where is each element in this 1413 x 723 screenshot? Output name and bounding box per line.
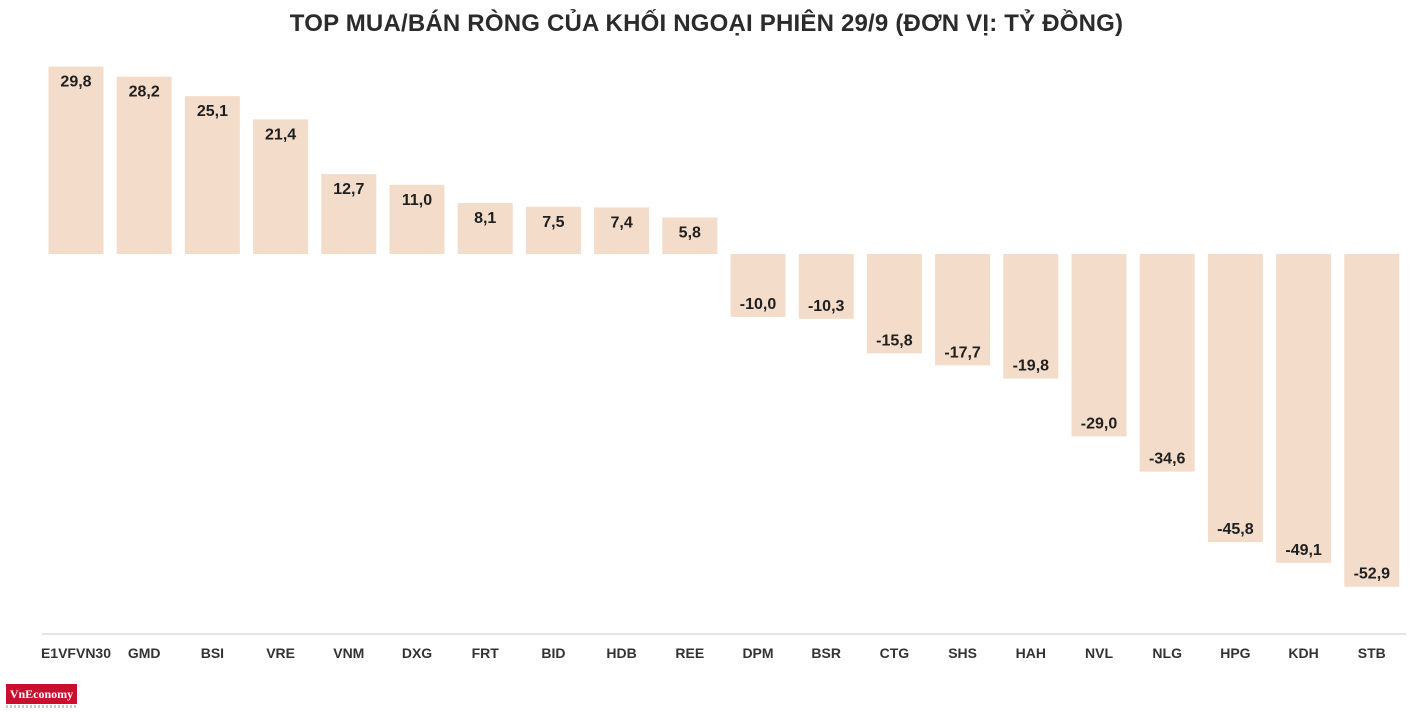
data-label: 11,0	[402, 192, 432, 209]
data-label: -45,8	[1217, 521, 1254, 538]
data-label: -10,0	[740, 296, 777, 313]
x-tick-label: NLG	[1152, 645, 1182, 661]
data-label: -29,0	[1081, 415, 1118, 432]
data-labels: 29,8 28,2 25,1 21,4 12,7 11,0 8,1 7,5 7,4 5,8 -10,…	[60, 74, 1390, 583]
data-label: 28,2	[129, 84, 160, 101]
data-label: 5,8	[679, 225, 701, 242]
x-tick-label: BSR	[811, 645, 841, 661]
x-tick-label: HDB	[606, 645, 636, 661]
tick-labels: E1VFVN30 GMD BSI VRE VNM DXG FRT BID HDB REE DPM BS…	[41, 645, 1386, 661]
x-tick-label: HPG	[1220, 645, 1250, 661]
bar-frt	[457, 203, 513, 254]
x-tick-label: VRE	[266, 645, 295, 661]
bars-layer	[48, 66, 1400, 587]
bar-gmd	[116, 76, 172, 254]
bar-e1vfvn30	[48, 66, 104, 254]
bar-bsi	[184, 96, 240, 254]
x-tick-label: SHS	[948, 645, 977, 661]
bar-kdh	[1276, 254, 1332, 563]
bar-hdb	[594, 207, 650, 254]
bar-dpm	[730, 254, 786, 317]
data-label: 7,5	[542, 214, 564, 231]
data-label: -34,6	[1149, 451, 1186, 468]
x-tick-label: REE	[675, 645, 704, 661]
bar-dxg	[389, 184, 445, 254]
bar-hah	[1003, 254, 1059, 379]
x-tick-label: KDH	[1288, 645, 1318, 661]
x-tick-label: NVL	[1085, 645, 1113, 661]
bar-vnm	[321, 174, 377, 254]
x-tick-label: VNM	[333, 645, 364, 661]
bar-bsr	[798, 254, 854, 319]
x-tick-label: HAH	[1016, 645, 1046, 661]
bar-vre	[253, 119, 309, 255]
data-label: 29,8	[60, 74, 91, 91]
x-tick-label: DXG	[402, 645, 432, 661]
data-label: 12,7	[333, 181, 364, 198]
x-tick-label: GMD	[128, 645, 161, 661]
chart-title: TOP MUA/BÁN RÒNG CỦA KHỐI NGOẠI PHIÊN 29…	[289, 10, 1124, 37]
bar-bid	[525, 206, 581, 254]
bar-hpg	[1207, 254, 1263, 543]
x-tick-label: BID	[541, 645, 565, 661]
x-tick-label: CTG	[880, 645, 910, 661]
x-tick-label: FRT	[472, 645, 500, 661]
data-label: -52,9	[1354, 566, 1391, 583]
data-label: -19,8	[1013, 358, 1050, 375]
data-label: -49,1	[1285, 542, 1322, 559]
data-label: -15,8	[876, 332, 913, 349]
vneconomy-logo: VnEconomy	[6, 684, 77, 704]
data-label: 25,1	[197, 103, 228, 120]
bar-stb	[1344, 254, 1400, 587]
x-tick-label: DPM	[742, 645, 773, 661]
x-tick-label: E1VFVN30	[41, 645, 111, 661]
x-tick-label: STB	[1358, 645, 1386, 661]
logo-underline	[6, 705, 77, 708]
data-label: 7,4	[610, 215, 632, 232]
bar-ctg	[866, 254, 922, 354]
bar-shs	[935, 254, 991, 366]
bar-nvl	[1071, 254, 1127, 437]
data-label: 8,1	[474, 210, 496, 227]
data-label: 21,4	[265, 126, 296, 143]
bar-nlg	[1139, 254, 1195, 472]
data-label: -10,3	[808, 298, 845, 315]
data-label: -17,7	[944, 344, 981, 361]
bar-ree	[662, 217, 718, 254]
x-tick-label: BSI	[201, 645, 224, 661]
